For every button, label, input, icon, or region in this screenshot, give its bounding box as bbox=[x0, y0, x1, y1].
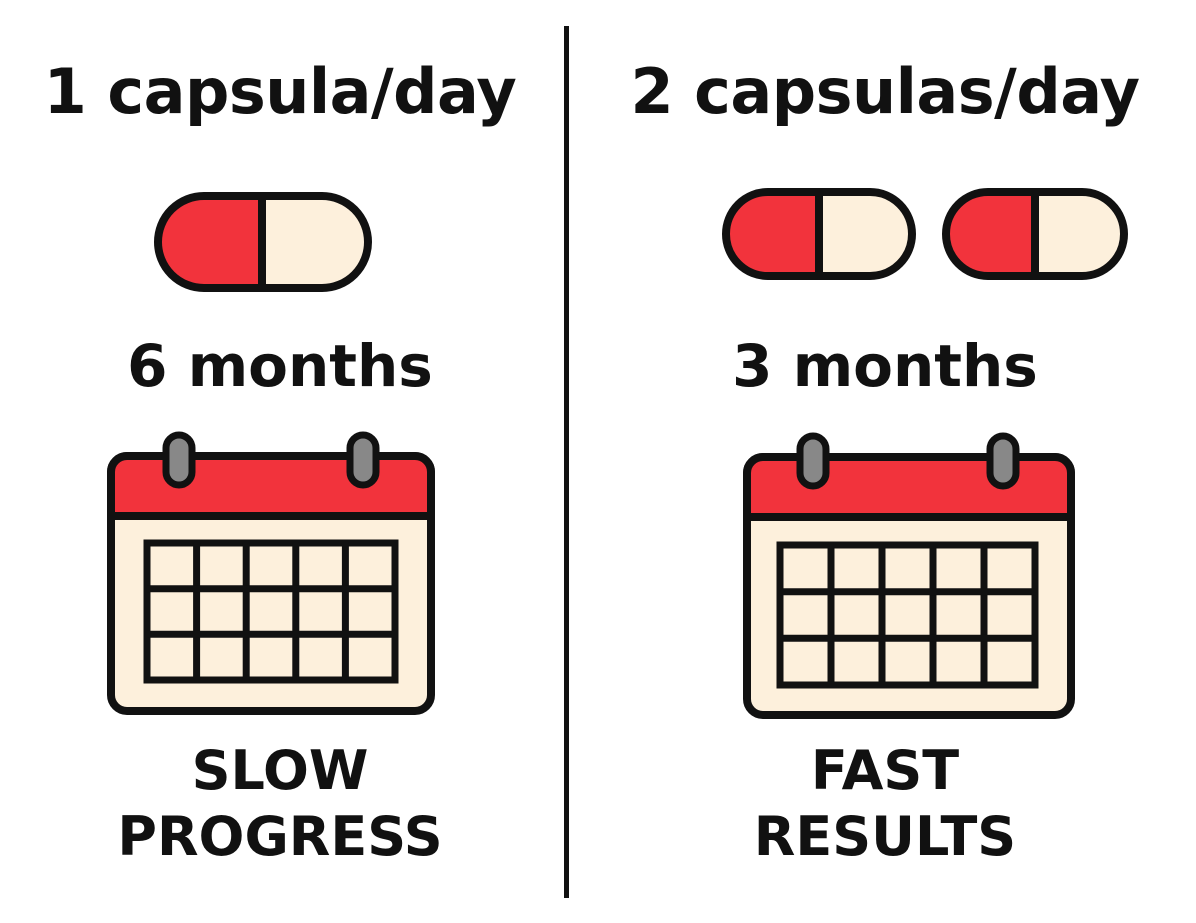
right-outcome: FAST RESULTS bbox=[574, 738, 1196, 870]
right-panel: 2 capsulas/day 3 months FAST RESULTS bbox=[574, 0, 1196, 923]
capsule-icon bbox=[722, 188, 916, 280]
right-outcome-line1: FAST bbox=[810, 739, 960, 802]
right-duration: 3 months bbox=[732, 332, 1038, 400]
left-outcome-line2: PROGRESS bbox=[117, 805, 443, 868]
right-outcome-line2: RESULTS bbox=[753, 805, 1017, 868]
right-heading: 2 capsulas/day bbox=[630, 55, 1140, 128]
capsule-icon bbox=[154, 192, 372, 292]
left-heading: 1 capsula/day bbox=[43, 55, 517, 128]
left-panel: 1 capsula/day 6 months SLOW PROGRESS bbox=[0, 0, 560, 923]
capsule-icon bbox=[942, 188, 1128, 280]
calendar-icon bbox=[107, 431, 435, 715]
calendar-icon bbox=[743, 432, 1075, 719]
center-divider bbox=[564, 26, 569, 898]
left-duration: 6 months bbox=[127, 332, 433, 400]
left-outcome-line1: SLOW bbox=[191, 739, 369, 802]
left-outcome: SLOW PROGRESS bbox=[0, 738, 560, 870]
